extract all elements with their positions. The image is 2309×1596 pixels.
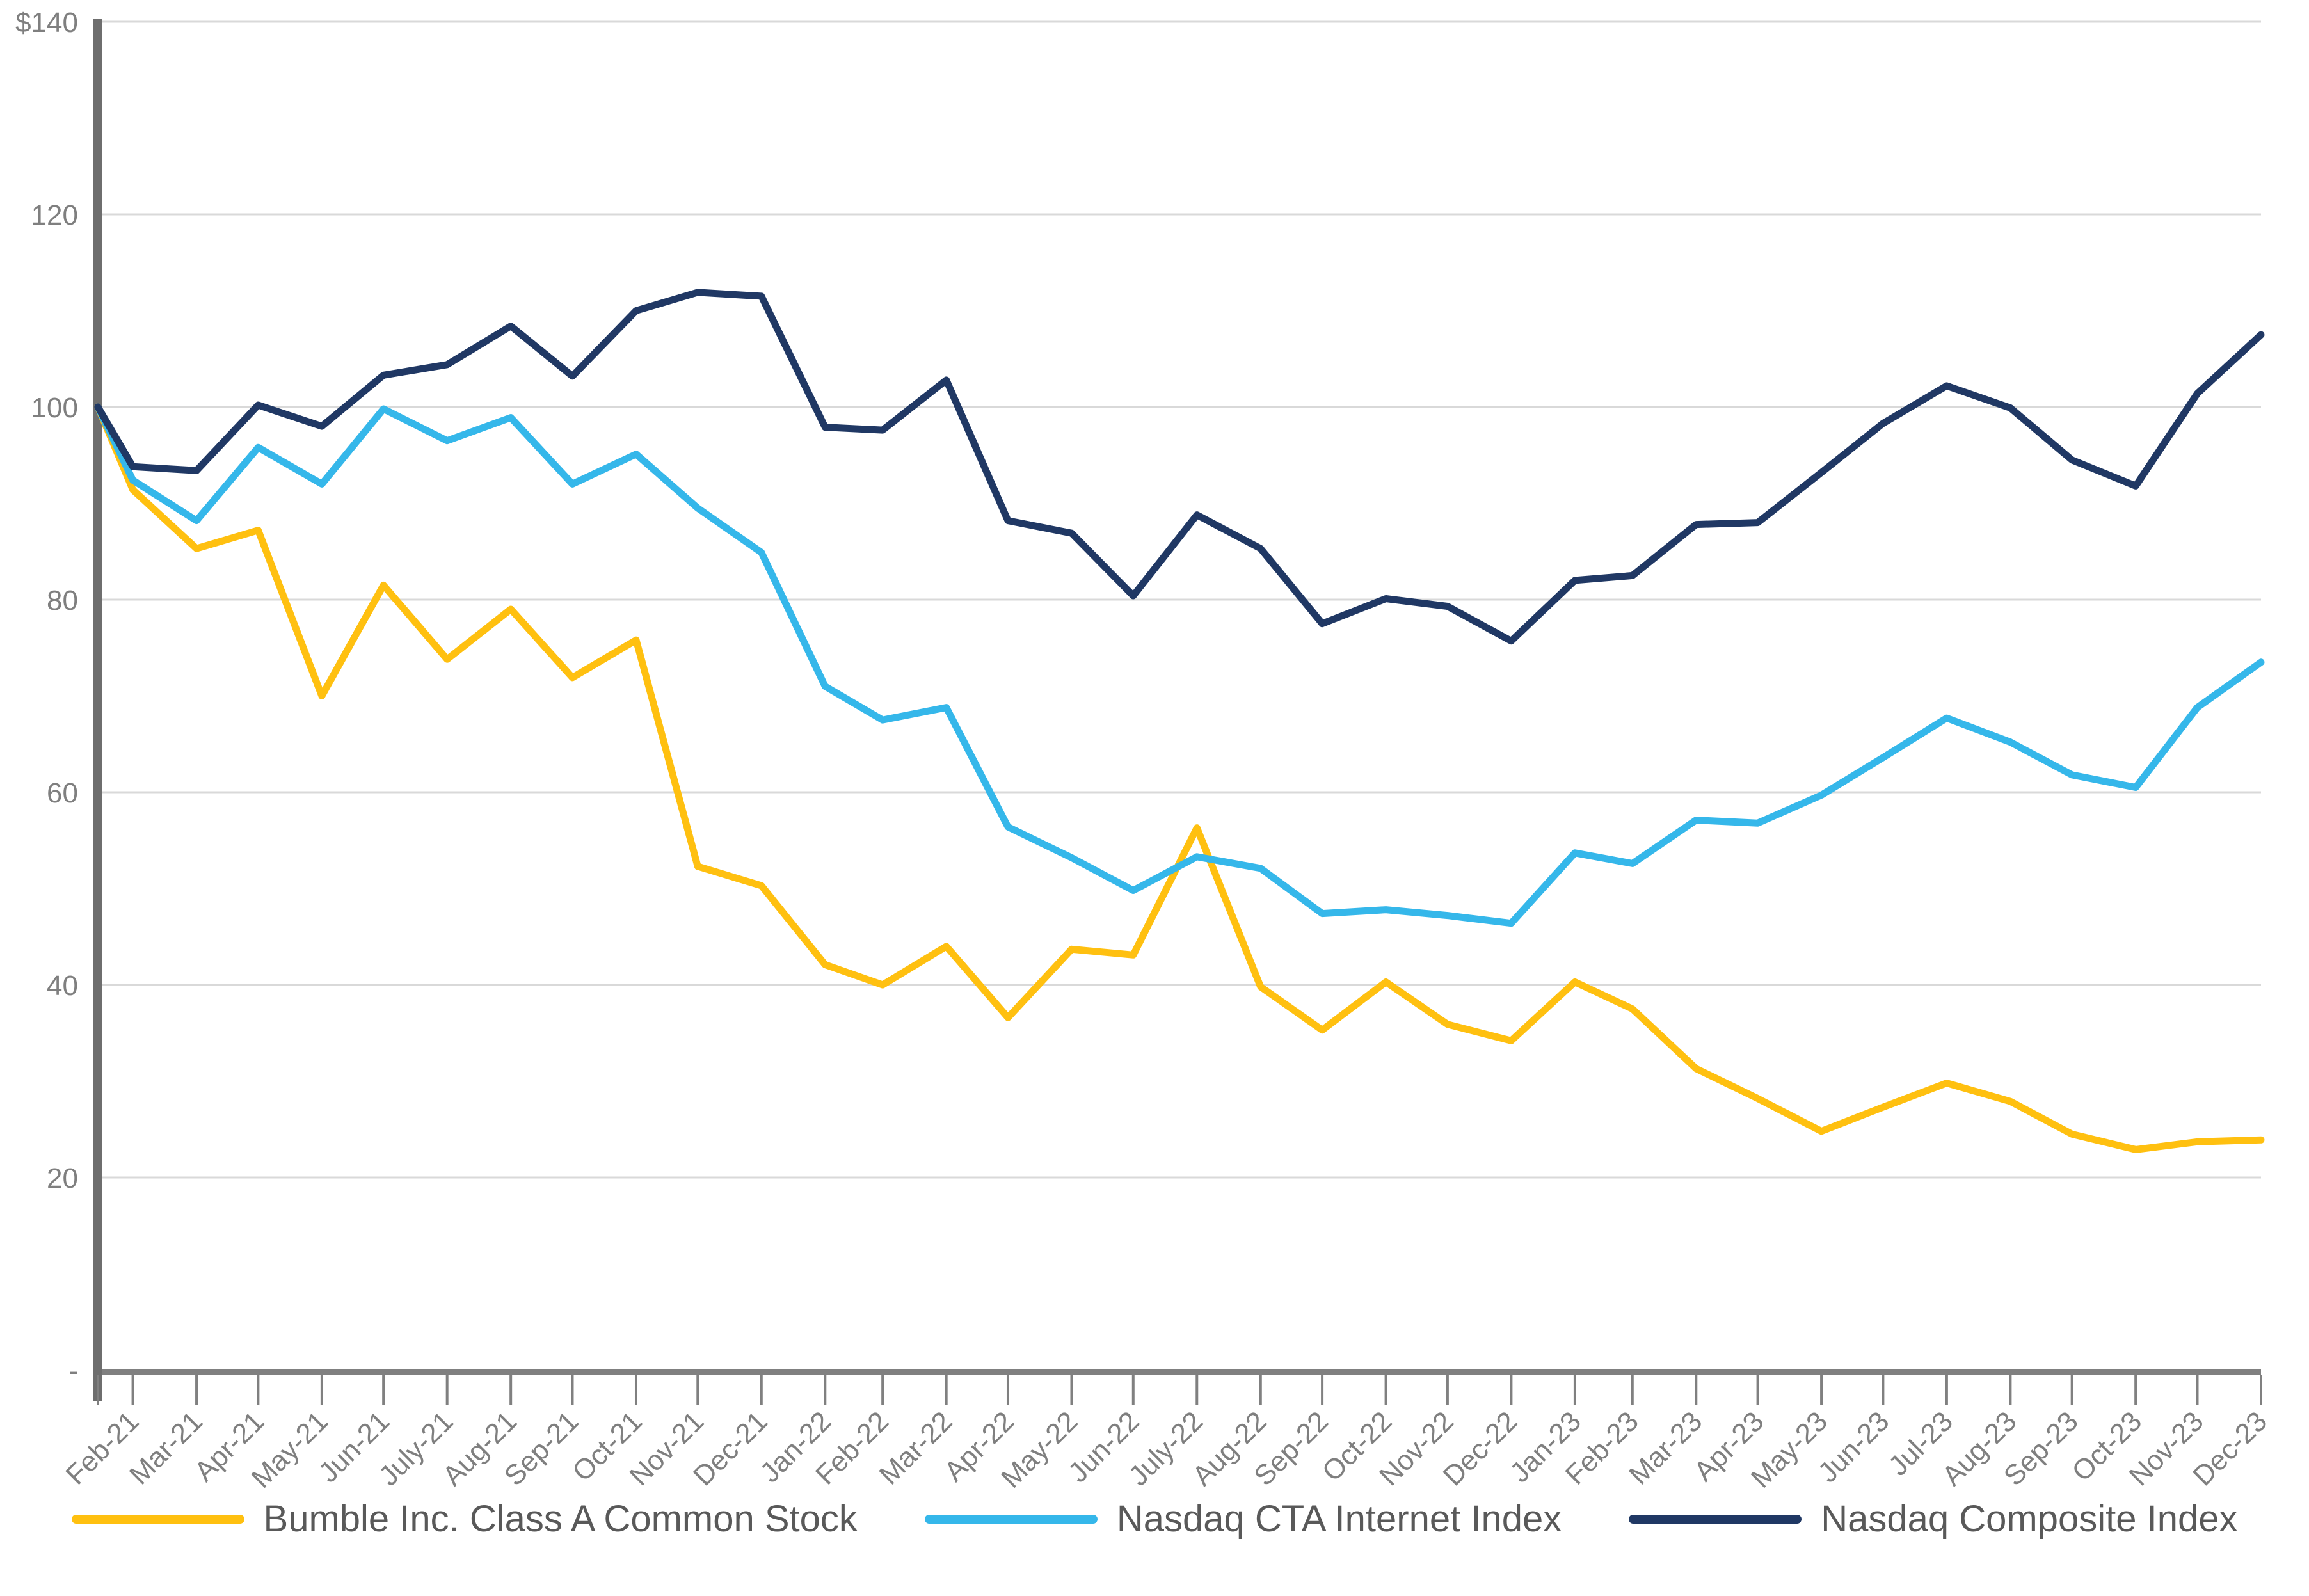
- chart-legend: Bumble Inc. Class A Common Stock Nasdaq C…: [0, 1497, 2309, 1540]
- legend-item-2: Nasdaq Composite Index: [1629, 1497, 2237, 1540]
- legend-item-1: Nasdaq CTA Internet Index: [924, 1497, 1562, 1540]
- y-axis-label-80: 80: [47, 585, 78, 616]
- y-axis-label-140: $140: [15, 7, 78, 38]
- y-axis-label-40: 40: [47, 970, 78, 1001]
- x-axis-label-Mar-21: Mar-21: [124, 1405, 209, 1490]
- y-axis-label--: -: [68, 1355, 78, 1387]
- series-line-2: [94, 289, 2265, 645]
- legend-swatch-icon: [1629, 1514, 1802, 1524]
- legend-item-0: Bumble Inc. Class A Common Stock: [71, 1497, 858, 1540]
- legend-label: Bumble Inc. Class A Common Stock: [263, 1498, 858, 1540]
- series-line-0: [94, 403, 2265, 1153]
- x-axis-label-Jun-23: Jun-23: [1812, 1405, 1896, 1488]
- y-axis-label-120: 120: [31, 200, 78, 231]
- legend-label: Nasdaq Composite Index: [1821, 1498, 2238, 1540]
- legend-swatch-icon: [71, 1514, 244, 1524]
- legend-label: Nasdaq CTA Internet Index: [1116, 1498, 1562, 1540]
- legend-swatch-icon: [924, 1514, 1098, 1524]
- y-axis-label-60: 60: [47, 778, 78, 809]
- x-axis-label-Mar-22: Mar-22: [874, 1405, 959, 1490]
- series-line-1: [94, 403, 2265, 927]
- x-axis-label-Mar-23: Mar-23: [1623, 1405, 1708, 1490]
- y-axis-label-100: 100: [31, 392, 78, 424]
- y-axis-label-20: 20: [47, 1163, 78, 1194]
